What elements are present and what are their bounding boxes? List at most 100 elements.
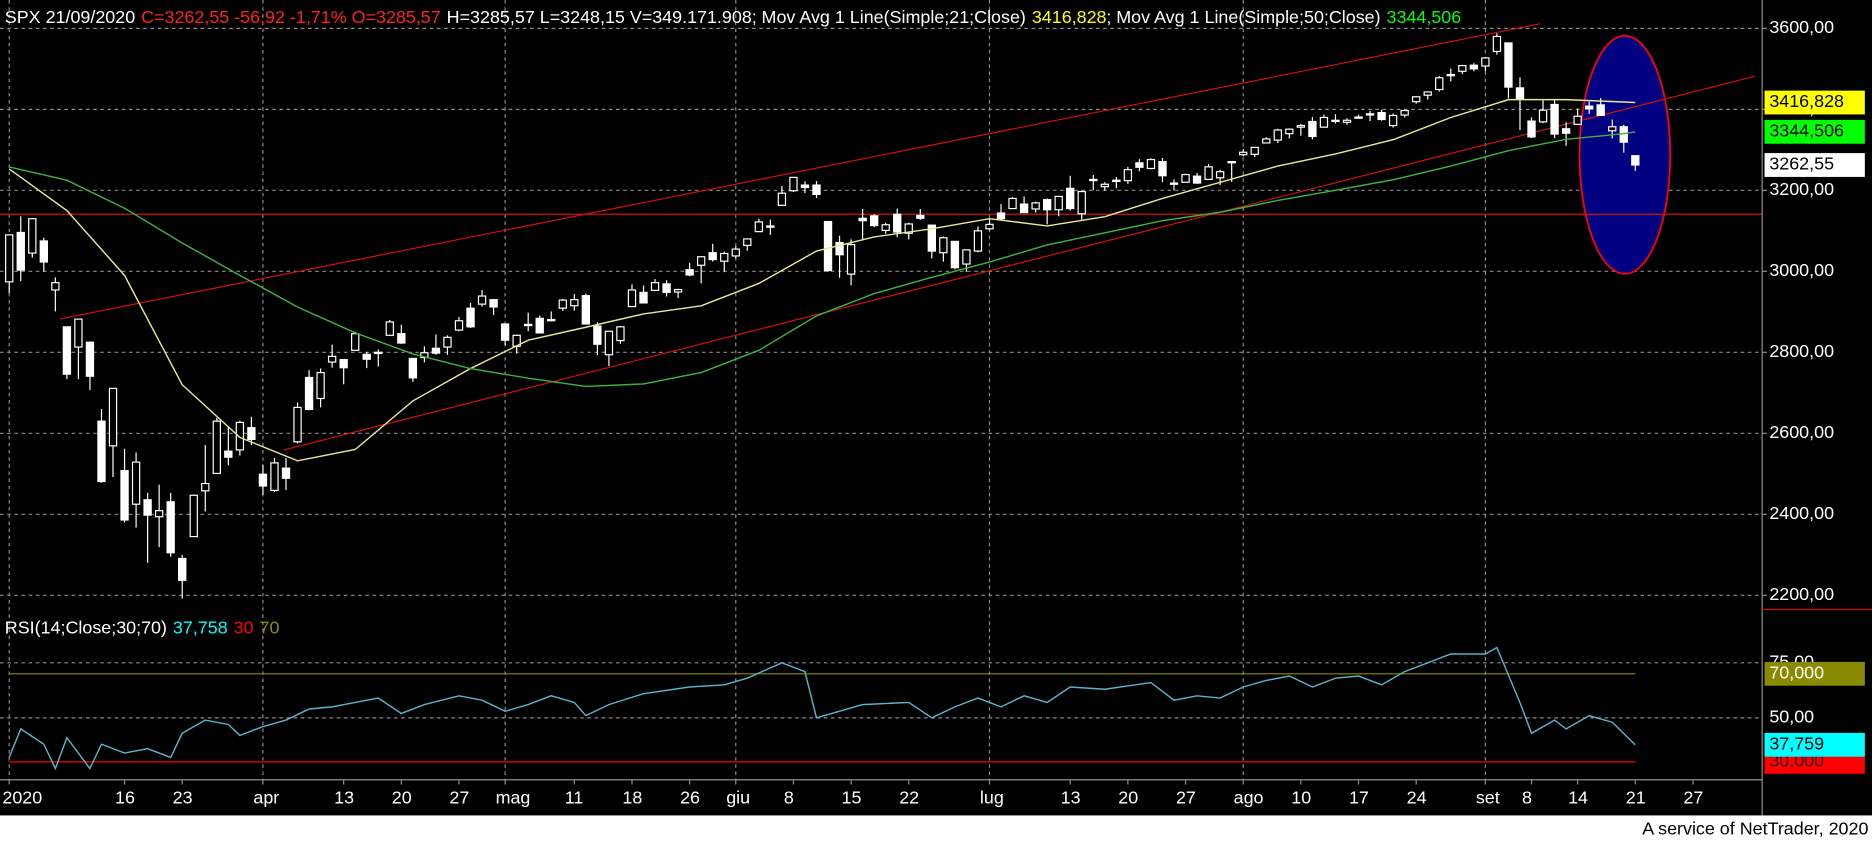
candle-body xyxy=(339,359,348,369)
candle-body xyxy=(454,320,464,331)
candle-body xyxy=(420,352,429,359)
candle-body xyxy=(950,240,960,269)
x-tick-label: 20 xyxy=(1118,787,1138,807)
candle-body xyxy=(1515,87,1525,100)
candle-body xyxy=(385,321,394,336)
marks xyxy=(5,33,1640,771)
candle-body xyxy=(1077,190,1086,215)
candle-body xyxy=(881,224,890,232)
rsi-level-label: 70,000 xyxy=(1769,663,1824,683)
candle-body xyxy=(28,218,37,254)
candle-body xyxy=(593,325,602,345)
candle-body xyxy=(904,223,913,234)
candle-body xyxy=(1573,115,1582,125)
candle-body xyxy=(604,330,614,356)
candle-body xyxy=(270,462,279,492)
candle-body xyxy=(500,323,510,341)
x-tick-label: 16 xyxy=(115,787,135,807)
candle-body xyxy=(1169,182,1179,185)
candle-body xyxy=(627,289,637,308)
candle-body xyxy=(1123,169,1133,182)
moving-average-line xyxy=(8,98,1636,462)
x-tick-label: 27 xyxy=(1176,787,1196,807)
candle-body xyxy=(777,192,787,206)
x-tick-label: 27 xyxy=(1683,787,1703,807)
candle-body xyxy=(154,510,164,518)
rsi-value-label: 37,759 xyxy=(1769,734,1824,754)
candle-body xyxy=(1054,195,1063,211)
footer-band xyxy=(0,815,1872,844)
candle-body xyxy=(1031,202,1040,210)
candle-body xyxy=(916,214,925,219)
candle-body xyxy=(616,326,625,342)
candle-body xyxy=(224,450,233,458)
candle-body xyxy=(650,282,660,291)
candle-body xyxy=(1227,160,1236,164)
title: SPX 21/09/2020 xyxy=(5,7,135,27)
candle-body xyxy=(397,333,406,344)
rsi-line xyxy=(8,646,1636,771)
candle-body xyxy=(685,269,694,276)
candle-body xyxy=(16,231,25,271)
y-tick-label: 2600,00 xyxy=(1769,422,1834,442)
candle-body xyxy=(570,299,579,307)
candle-body xyxy=(1504,42,1513,88)
x-tick-label: 23 xyxy=(173,787,193,807)
legend-name: Mov Avg 1 Line(Simple;50;Close) xyxy=(1116,7,1380,27)
candle-body xyxy=(823,220,833,272)
candle-body xyxy=(893,213,902,233)
candle-body xyxy=(212,420,221,475)
candle-body xyxy=(535,317,544,334)
x-tick-label: 27 xyxy=(449,787,469,807)
candle-body xyxy=(1273,129,1282,141)
candle-body xyxy=(835,241,844,256)
x-tick-label: mag xyxy=(496,787,531,807)
candle-body xyxy=(1204,166,1213,180)
x-tick-label: 15 xyxy=(842,787,862,807)
candle-body xyxy=(327,355,337,363)
x-tick-label: 24 xyxy=(1407,787,1427,807)
candle-body xyxy=(1458,65,1467,72)
ma-value-label: 3344,506 xyxy=(1769,121,1844,141)
x-tick-label: 8 xyxy=(1522,787,1532,807)
x-tick-label: 17 xyxy=(1349,787,1369,807)
candle-body xyxy=(51,282,60,291)
close-value-label: 3262,55 xyxy=(1769,154,1834,174)
x-tick-label: 21 xyxy=(1626,787,1646,807)
rsi-name: RSI(14;Close;30;70) xyxy=(5,617,167,637)
candle-body xyxy=(996,212,1006,220)
legend-value: 3344,506 xyxy=(1387,7,1462,27)
candle-body xyxy=(927,224,937,252)
candle-body xyxy=(869,215,879,227)
candle-body xyxy=(1412,96,1421,103)
x-tick-label: 13 xyxy=(334,787,354,807)
candle-body xyxy=(1089,178,1098,182)
candle-body xyxy=(1596,104,1605,117)
x-tick-label: 13 xyxy=(1061,787,1081,807)
rsi-level-box xyxy=(1764,661,1865,686)
x-tick-label: 10 xyxy=(1291,787,1311,807)
y-tick-label: 50,00 xyxy=(1769,707,1814,727)
ma-value-box xyxy=(1764,119,1865,144)
candle-body xyxy=(97,420,106,483)
annotations xyxy=(0,23,1763,451)
candle-body xyxy=(1608,126,1617,132)
x-tick-label: lug xyxy=(980,787,1004,807)
x-tick-label: giu xyxy=(726,787,750,807)
candle-body xyxy=(1538,109,1548,123)
axes xyxy=(0,0,1872,816)
candle-body xyxy=(1400,109,1409,116)
x-tick-label: set xyxy=(1476,787,1500,807)
candle-body xyxy=(1100,183,1109,188)
y-tick-label: 2400,00 xyxy=(1769,503,1834,523)
candle-body xyxy=(1423,91,1432,96)
candle-body xyxy=(120,469,129,521)
candle-body xyxy=(973,230,983,252)
candle-body xyxy=(1342,119,1352,123)
rsi-level: 30 xyxy=(234,617,254,637)
candle-body xyxy=(304,376,314,411)
candle-body xyxy=(1550,103,1559,135)
candle-body xyxy=(766,225,775,228)
candle-body xyxy=(235,421,245,451)
x-tick-label: 14 xyxy=(1568,787,1588,807)
